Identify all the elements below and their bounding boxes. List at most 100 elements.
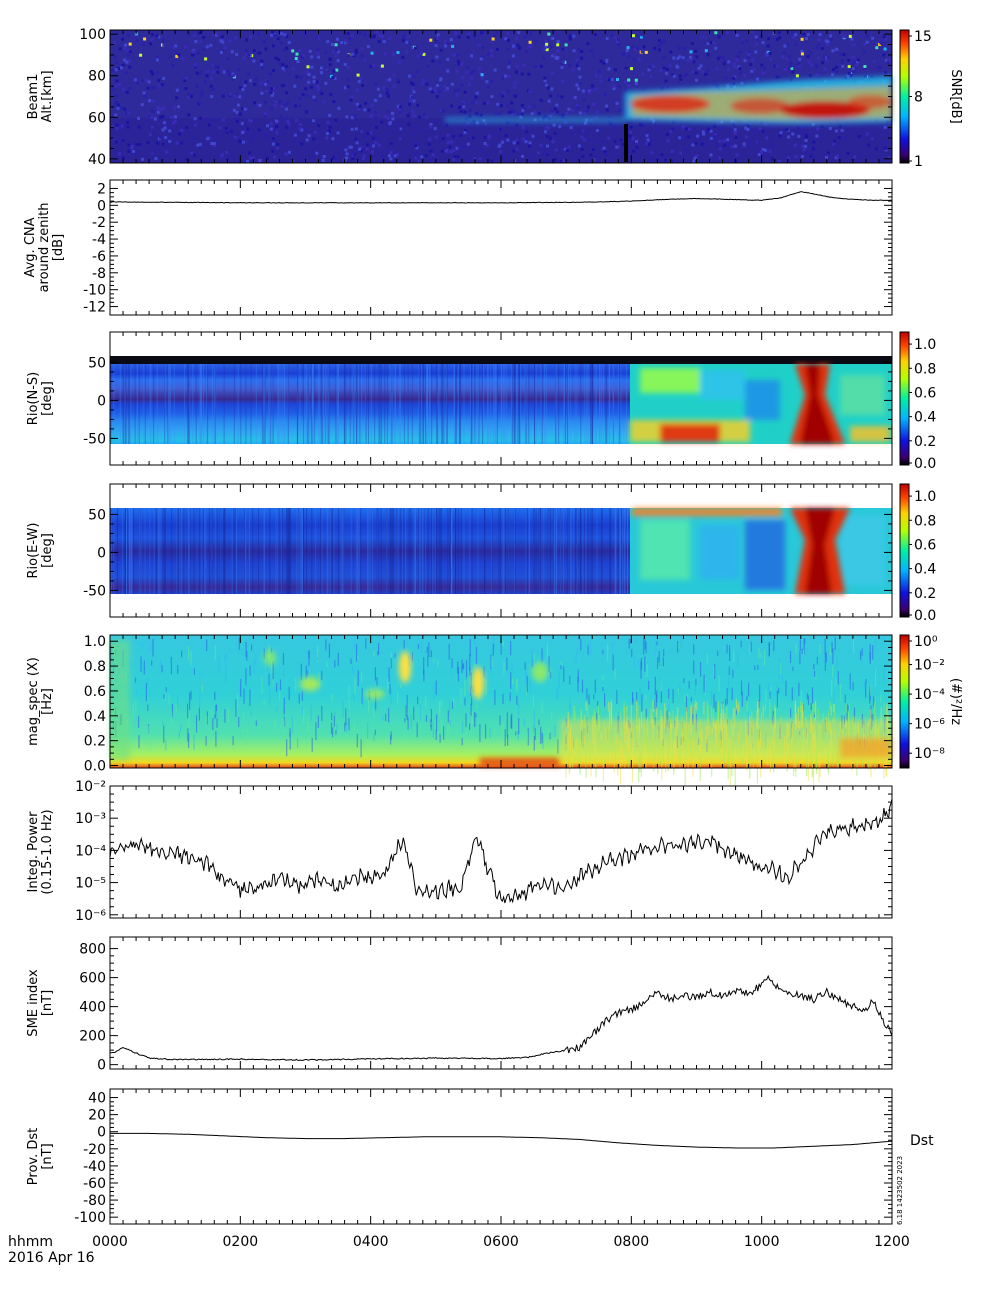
speckle xyxy=(129,43,132,46)
speckle xyxy=(809,74,812,77)
streak xyxy=(588,364,589,444)
speckle xyxy=(668,64,671,67)
ylabel-line: mag_spec (X) xyxy=(26,657,41,746)
streak xyxy=(203,508,204,594)
streak xyxy=(323,364,324,444)
ytick-label: 0.4 xyxy=(84,709,106,725)
streak xyxy=(727,645,728,654)
colorbar-labels: 1815SNR[dB]0.00.20.40.60.81.00.00.20.40.… xyxy=(909,29,963,762)
streak xyxy=(683,678,684,683)
streak xyxy=(654,652,655,656)
streak xyxy=(299,694,300,704)
streak xyxy=(276,683,277,692)
sme-frame xyxy=(110,937,892,1069)
speckle xyxy=(472,136,475,139)
streak xyxy=(512,678,513,684)
streak xyxy=(250,666,251,676)
streak xyxy=(833,704,834,722)
streak xyxy=(590,364,591,444)
streak xyxy=(125,508,126,594)
speckle xyxy=(507,90,510,93)
speckle xyxy=(248,151,251,154)
speckle xyxy=(474,96,477,99)
speckle xyxy=(578,144,581,147)
speckle xyxy=(791,133,794,136)
speckle xyxy=(794,33,797,36)
streak xyxy=(388,667,389,682)
streak xyxy=(870,644,871,660)
streak xyxy=(597,508,598,594)
speckle xyxy=(581,148,584,151)
speckle xyxy=(378,34,381,37)
ytick-label: -20 xyxy=(83,1142,106,1158)
speckle xyxy=(753,68,756,71)
speckle xyxy=(126,121,129,124)
speckle xyxy=(438,90,441,93)
xtick-label: 1000 xyxy=(744,1234,780,1250)
speckle xyxy=(401,56,404,59)
speckle xyxy=(143,91,146,94)
speckle xyxy=(701,143,704,146)
speckle xyxy=(170,116,173,119)
footer-stamp: 6.18 1423502 2023 xyxy=(896,1156,904,1225)
speckle xyxy=(264,133,267,136)
streak xyxy=(212,364,213,444)
speckle xyxy=(200,94,203,97)
speckle xyxy=(614,68,617,71)
speckle xyxy=(727,60,730,63)
streak xyxy=(732,670,733,678)
speckle xyxy=(154,118,157,121)
speckle xyxy=(805,126,808,129)
speckle xyxy=(663,67,666,70)
speckle xyxy=(647,139,650,142)
speckle xyxy=(556,111,559,114)
speckle xyxy=(402,39,405,42)
speckle xyxy=(255,78,258,81)
speckle xyxy=(433,87,436,90)
speckle xyxy=(421,82,424,85)
speckle xyxy=(579,76,582,79)
speckle xyxy=(469,109,472,112)
speckle xyxy=(210,142,213,145)
streak xyxy=(297,364,298,444)
speckle xyxy=(476,92,479,95)
speckle xyxy=(425,154,428,157)
speckle xyxy=(351,34,354,37)
speckle xyxy=(691,70,694,73)
speckle xyxy=(150,70,153,73)
streak xyxy=(261,677,262,694)
streak xyxy=(473,364,474,444)
speckle xyxy=(143,38,146,41)
ytick-label: 400 xyxy=(79,1000,106,1016)
speckle xyxy=(565,43,568,46)
streak xyxy=(280,364,281,444)
speckle xyxy=(125,72,128,75)
streak xyxy=(205,508,206,594)
streak xyxy=(189,713,190,729)
ylabel-line: (0.15-1.0 Hz) xyxy=(40,809,55,894)
streak xyxy=(236,508,237,594)
speckle xyxy=(345,40,348,43)
speckle xyxy=(151,38,154,41)
speckle xyxy=(722,56,725,59)
speckle xyxy=(467,143,470,146)
streak xyxy=(264,700,265,705)
speckle xyxy=(678,47,681,50)
streak xyxy=(331,713,332,721)
speckle xyxy=(150,86,153,89)
streak xyxy=(727,688,728,704)
streak xyxy=(298,508,299,594)
cbar-tick-label: 0.4 xyxy=(914,410,936,426)
streak xyxy=(284,698,285,714)
speckle xyxy=(407,114,410,117)
streak xyxy=(434,683,435,699)
speckle xyxy=(199,117,202,120)
streak xyxy=(238,364,239,444)
streak xyxy=(732,688,733,701)
streak xyxy=(354,364,355,444)
streak xyxy=(192,364,193,444)
speckle xyxy=(562,48,565,51)
speckle xyxy=(853,155,856,158)
speckle xyxy=(271,150,274,153)
speckle xyxy=(411,96,414,99)
